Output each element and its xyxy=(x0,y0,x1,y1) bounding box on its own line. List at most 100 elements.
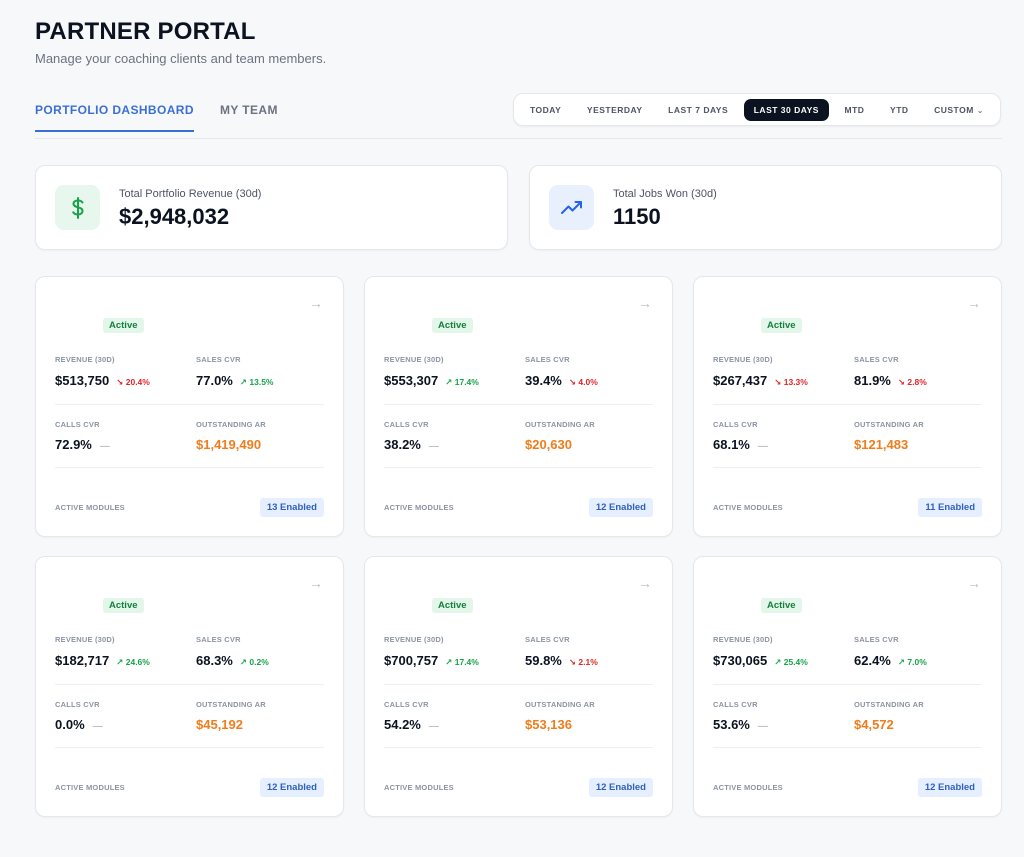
total-jobs-label: Total Jobs Won (30d) xyxy=(613,188,717,200)
sales-cvr-trend: ↗ 0.2% xyxy=(240,657,269,668)
calls-cvr-amount: 68.1% xyxy=(713,437,750,452)
calls-cvr-amount: 54.2% xyxy=(384,717,421,732)
range-last-30-days[interactable]: LAST 30 DAYS xyxy=(743,98,829,121)
dollar-icon xyxy=(55,185,100,230)
outstanding-ar-value: $45,192 xyxy=(196,717,243,732)
range-mtd[interactable]: MTD xyxy=(844,104,865,115)
status-badge: Active xyxy=(761,318,802,333)
card-divider xyxy=(384,747,653,748)
range-custom-label: CUSTOM xyxy=(934,104,974,115)
calls-cvr-label: CALLS CVR xyxy=(384,700,429,709)
revenue-trend-value: 17.4% xyxy=(454,377,479,387)
sales-cvr-value: 68.3% ↗ 0.2% xyxy=(196,653,269,668)
flat-trend-icon: — xyxy=(757,441,768,452)
trend-up-icon: ↗ xyxy=(445,657,453,667)
card-divider xyxy=(713,467,982,468)
active-modules-label: ACTIVE MODULES xyxy=(713,783,783,792)
sales-cvr-trend: ↘ 2.8% xyxy=(898,377,927,388)
arrow-right-icon[interactable]: → xyxy=(638,295,652,311)
revenue-trend-value: 25.4% xyxy=(783,657,808,667)
trend-down-icon: ↘ xyxy=(116,377,124,387)
revenue-trend-value: 13.3% xyxy=(783,377,808,387)
trend-down-icon: ↘ xyxy=(774,377,782,387)
client-card[interactable]: → Active REVENUE (30D) $730,065 ↗ 25.4% SALES… xyxy=(693,556,1002,817)
outstanding-ar-label: OUTSTANDING AR xyxy=(196,420,266,429)
client-card[interactable]: → Active REVENUE (30D) $513,750 ↘ 20.4% SALES… xyxy=(35,276,344,537)
tab-portfolio-dashboard[interactable]: PORTFOLIO DASHBOARD xyxy=(35,103,194,132)
total-jobs-value: 1150 xyxy=(613,204,661,229)
sales-cvr-value: 59.8% ↘ 2.1% xyxy=(525,653,598,668)
revenue-value: $730,065 ↗ 25.4% xyxy=(713,653,808,668)
active-modules-label: ACTIVE MODULES xyxy=(55,783,125,792)
revenue-amount: $730,065 xyxy=(713,653,768,668)
flat-trend-icon: — xyxy=(92,721,103,732)
sales-cvr-trend-value: 13.5% xyxy=(249,377,274,387)
arrow-right-icon[interactable]: → xyxy=(967,295,981,311)
outstanding-ar-value: $1,419,490 xyxy=(196,437,262,452)
calls-cvr-label: CALLS CVR xyxy=(713,700,758,709)
revenue-amount: $267,437 xyxy=(713,373,768,388)
total-jobs-card: Total Jobs Won (30d) 1150 xyxy=(529,165,1002,250)
calls-cvr-amount: 72.9% xyxy=(55,437,92,452)
outstanding-ar-value: $4,572 xyxy=(854,717,894,732)
range-yesterday[interactable]: YESTERDAY xyxy=(586,104,643,115)
sales-cvr-amount: 68.3% xyxy=(196,653,233,668)
modules-enabled-badge[interactable]: 12 Enabled xyxy=(917,778,982,797)
client-card[interactable]: → Active REVENUE (30D) $700,757 ↗ 17.4% SALES… xyxy=(364,556,673,817)
sales-cvr-trend-value: 0.2% xyxy=(249,657,269,667)
client-card[interactable]: → Active REVENUE (30D) $553,307 ↗ 17.4% SALES… xyxy=(364,276,673,537)
client-card[interactable]: → Active REVENUE (30D) $182,717 ↗ 24.6% SALES… xyxy=(35,556,344,817)
active-modules-label: ACTIVE MODULES xyxy=(713,503,783,512)
status-badge: Active xyxy=(103,318,144,333)
arrow-right-icon[interactable]: → xyxy=(967,575,981,591)
card-divider xyxy=(713,747,982,748)
revenue-value: $267,437 ↘ 13.3% xyxy=(713,373,808,388)
flat-trend-icon: — xyxy=(757,721,768,732)
flat-trend-icon: — xyxy=(99,441,110,452)
page-subtitle: Manage your coaching clients and team me… xyxy=(35,51,327,66)
revenue-value: $553,307 ↗ 17.4% xyxy=(384,373,479,388)
card-divider xyxy=(384,684,653,685)
trend-up-icon: ↗ xyxy=(239,377,247,387)
modules-enabled-badge[interactable]: 13 Enabled xyxy=(259,498,324,517)
range-last-7-days[interactable]: LAST 7 DAYS xyxy=(668,104,729,115)
modules-enabled-badge[interactable]: 12 Enabled xyxy=(259,778,324,797)
main-tabs: PORTFOLIO DASHBOARD MY TEAM xyxy=(35,103,304,132)
trend-down-icon: ↘ xyxy=(568,657,576,667)
sales-cvr-trend: ↗ 7.0% xyxy=(898,657,927,668)
calls-cvr-label: CALLS CVR xyxy=(55,420,100,429)
status-badge: Active xyxy=(432,598,473,613)
arrow-right-icon[interactable]: → xyxy=(309,575,323,591)
card-divider xyxy=(55,747,324,748)
sales-cvr-label: SALES CVR xyxy=(196,635,241,644)
card-divider xyxy=(713,684,982,685)
calls-cvr-amount: 38.2% xyxy=(384,437,421,452)
modules-enabled-badge[interactable]: 12 Enabled xyxy=(588,498,653,517)
sales-cvr-trend-value: 4.0% xyxy=(578,377,598,387)
status-badge: Active xyxy=(103,598,144,613)
sales-cvr-label: SALES CVR xyxy=(525,635,570,644)
range-ytd[interactable]: YTD xyxy=(890,104,909,115)
revenue-amount: $182,717 xyxy=(55,653,110,668)
tab-my-team[interactable]: MY TEAM xyxy=(219,103,278,117)
client-card[interactable]: → Active REVENUE (30D) $267,437 ↘ 13.3% SALES… xyxy=(693,276,1002,537)
range-custom[interactable]: CUSTOM ⌄ xyxy=(924,99,994,121)
calls-cvr-label: CALLS CVR xyxy=(384,420,429,429)
calls-cvr-value: 54.2% — xyxy=(384,717,439,732)
range-today[interactable]: TODAY xyxy=(530,104,562,115)
revenue-amount: $700,757 xyxy=(384,653,439,668)
arrow-right-icon[interactable]: → xyxy=(309,295,323,311)
modules-enabled-badge[interactable]: 11 Enabled xyxy=(918,498,982,517)
revenue-trend-value: 24.6% xyxy=(125,657,150,667)
active-modules-label: ACTIVE MODULES xyxy=(55,503,125,512)
page-title: PARTNER PORTAL xyxy=(35,18,256,45)
arrow-right-icon[interactable]: → xyxy=(638,575,652,591)
sales-cvr-label: SALES CVR xyxy=(854,355,899,364)
calls-cvr-amount: 0.0% xyxy=(55,717,85,732)
revenue-amount: $513,750 xyxy=(55,373,110,388)
calls-cvr-value: 68.1% — xyxy=(713,437,768,452)
modules-enabled-badge[interactable]: 12 Enabled xyxy=(588,778,653,797)
revenue-value: $513,750 ↘ 20.4% xyxy=(55,373,150,388)
flat-trend-icon: — xyxy=(428,441,439,452)
card-divider xyxy=(55,467,324,468)
